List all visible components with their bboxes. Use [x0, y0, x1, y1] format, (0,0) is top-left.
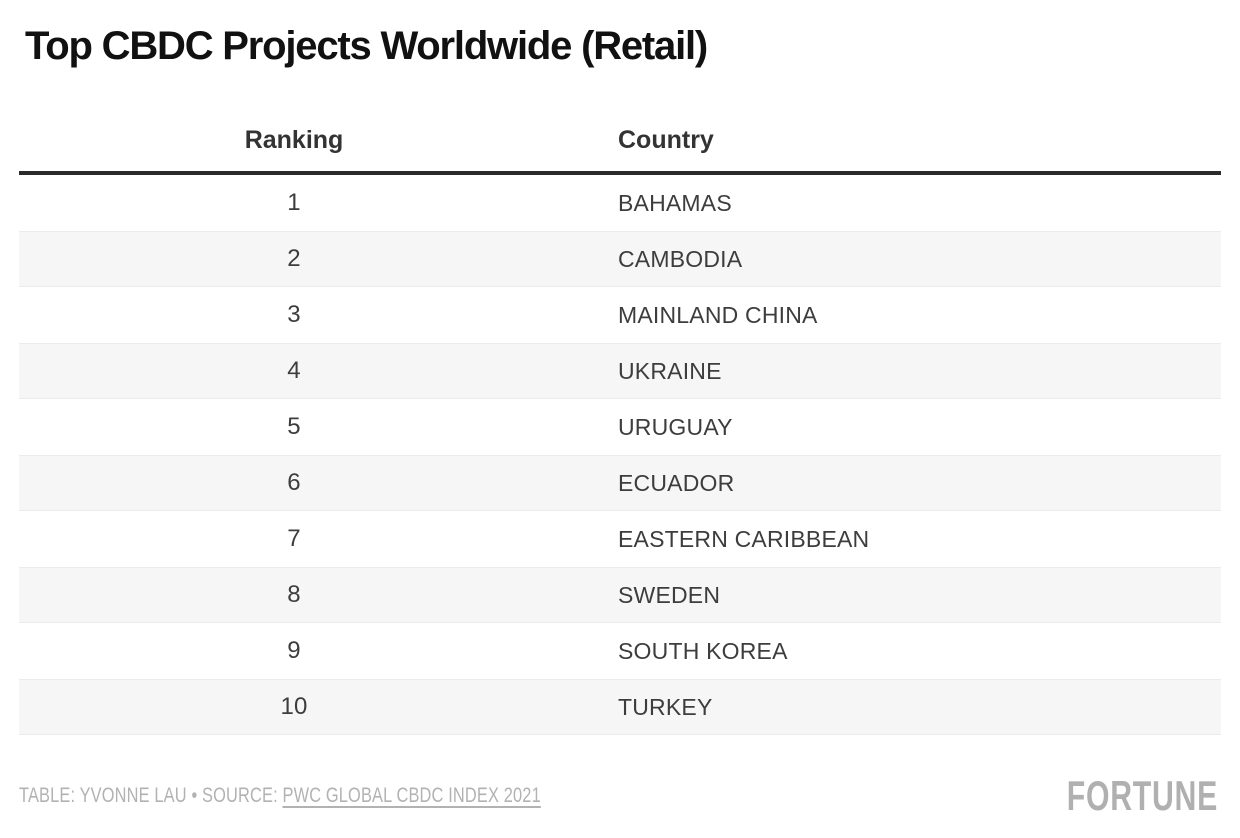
country-cell: UKRAINE	[618, 357, 722, 384]
source-link[interactable]: PWC GLOBAL CBDC INDEX 2021	[282, 784, 541, 807]
ranking-cell: 3	[287, 301, 301, 328]
ranking-cell: 2	[287, 245, 301, 272]
ranking-cell: 10	[280, 693, 308, 720]
bullet-separator: •	[191, 784, 198, 807]
table-row: 6 ECUADOR	[19, 455, 1221, 511]
column-header-country: Country	[618, 126, 714, 154]
country-cell: BAHAMAS	[618, 189, 732, 216]
ranking-cell: 8	[287, 581, 301, 608]
country-cell: CAMBODIA	[618, 245, 743, 272]
table-row: 1 BAHAMAS	[19, 175, 1221, 231]
country-cell: SOUTH KOREA	[618, 637, 788, 664]
ranking-cell: 1	[287, 189, 301, 216]
table-row: 3 MAINLAND CHINA	[19, 287, 1221, 343]
ranking-cell: 7	[287, 525, 301, 552]
country-cell: SWEDEN	[618, 581, 721, 608]
country-cell: TURKEY	[618, 693, 713, 720]
table-row: 9 SOUTH KOREA	[19, 623, 1221, 679]
credit-line: TABLE: YVONNE LAU • SOURCE: PWC GLOBAL C…	[19, 784, 541, 808]
country-cell: MAINLAND CHINA	[618, 301, 818, 328]
footer: TABLE: YVONNE LAU • SOURCE: PWC GLOBAL C…	[19, 772, 1221, 819]
table-header-row: Ranking Country	[19, 110, 1221, 175]
table-row: 8 SWEDEN	[19, 567, 1221, 623]
ranking-cell: 4	[287, 357, 301, 384]
table-row: 10 TURKEY	[19, 679, 1221, 735]
table-credit: TABLE: YVONNE LAU	[19, 784, 187, 807]
country-cell: EASTERN CARIBBEAN	[618, 525, 870, 552]
table-row: 5 URUGUAY	[19, 399, 1221, 455]
country-cell: URUGUAY	[618, 413, 733, 440]
source-label: SOURCE:	[202, 784, 278, 807]
column-header-ranking: Ranking	[244, 126, 344, 154]
table-body: 1 BAHAMAS 2 CAMBODIA 3 MAINLAND CHINA 4 …	[19, 175, 1221, 735]
ranking-cell: 9	[287, 637, 301, 664]
fortune-logo: FORTUNE	[1066, 772, 1218, 819]
country-cell: ECUADOR	[618, 469, 735, 496]
page-title: Top CBDC Projects Worldwide (Retail)	[25, 24, 708, 68]
cbdc-table: Ranking Country 1 BAHAMAS 2 CAMBODIA 3 M…	[19, 110, 1221, 735]
table-row: 2 CAMBODIA	[19, 231, 1221, 287]
ranking-cell: 5	[287, 413, 301, 440]
ranking-cell: 6	[287, 469, 301, 496]
table-row: 4 UKRAINE	[19, 343, 1221, 399]
table-row: 7 EASTERN CARIBBEAN	[19, 511, 1221, 567]
